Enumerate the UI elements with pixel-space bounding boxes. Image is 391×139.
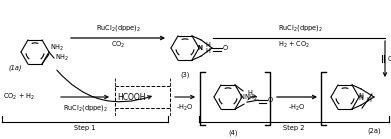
Text: H: H bbox=[366, 97, 371, 103]
Bar bbox=[115, 86, 170, 108]
Text: N: N bbox=[240, 94, 244, 100]
Text: RuCl$_2$(dppe)$_2$: RuCl$_2$(dppe)$_2$ bbox=[63, 103, 108, 113]
Text: Step 1: Step 1 bbox=[74, 125, 96, 131]
Text: H$_2$ + CO$_2$: H$_2$ + CO$_2$ bbox=[278, 40, 310, 50]
Text: NH$_2$: NH$_2$ bbox=[50, 43, 64, 53]
Text: CO$_2$: CO$_2$ bbox=[111, 40, 125, 50]
Text: H: H bbox=[205, 42, 210, 48]
Text: O: O bbox=[268, 97, 273, 103]
Text: RuCl$_2$(dppe)$_2$: RuCl$_2$(dppe)$_2$ bbox=[278, 23, 323, 33]
Text: O: O bbox=[223, 45, 228, 51]
Text: -H$_2$O: -H$_2$O bbox=[176, 103, 194, 113]
Text: H: H bbox=[247, 90, 252, 96]
Text: (1a): (1a) bbox=[8, 65, 22, 71]
Text: N: N bbox=[197, 45, 203, 51]
Text: NH$_2$: NH$_2$ bbox=[55, 53, 69, 63]
Text: (2a): (2a) bbox=[368, 128, 381, 135]
Text: HCOOH: HCOOH bbox=[117, 92, 145, 101]
Text: (4): (4) bbox=[228, 129, 238, 136]
Text: NH$_2$: NH$_2$ bbox=[244, 93, 258, 103]
Text: CO$_2$ + H$_2$: CO$_2$ + H$_2$ bbox=[3, 92, 36, 102]
Text: (3): (3) bbox=[180, 72, 190, 79]
Text: N: N bbox=[359, 93, 364, 99]
Text: H: H bbox=[205, 48, 210, 54]
Text: -H$_2$O: -H$_2$O bbox=[288, 103, 306, 113]
Text: N: N bbox=[359, 95, 364, 101]
Text: CH$_2$: CH$_2$ bbox=[387, 55, 391, 65]
Text: N: N bbox=[197, 45, 203, 51]
Text: Step 2: Step 2 bbox=[283, 125, 305, 131]
Text: RuCl$_2$(dppe)$_2$: RuCl$_2$(dppe)$_2$ bbox=[95, 23, 140, 33]
